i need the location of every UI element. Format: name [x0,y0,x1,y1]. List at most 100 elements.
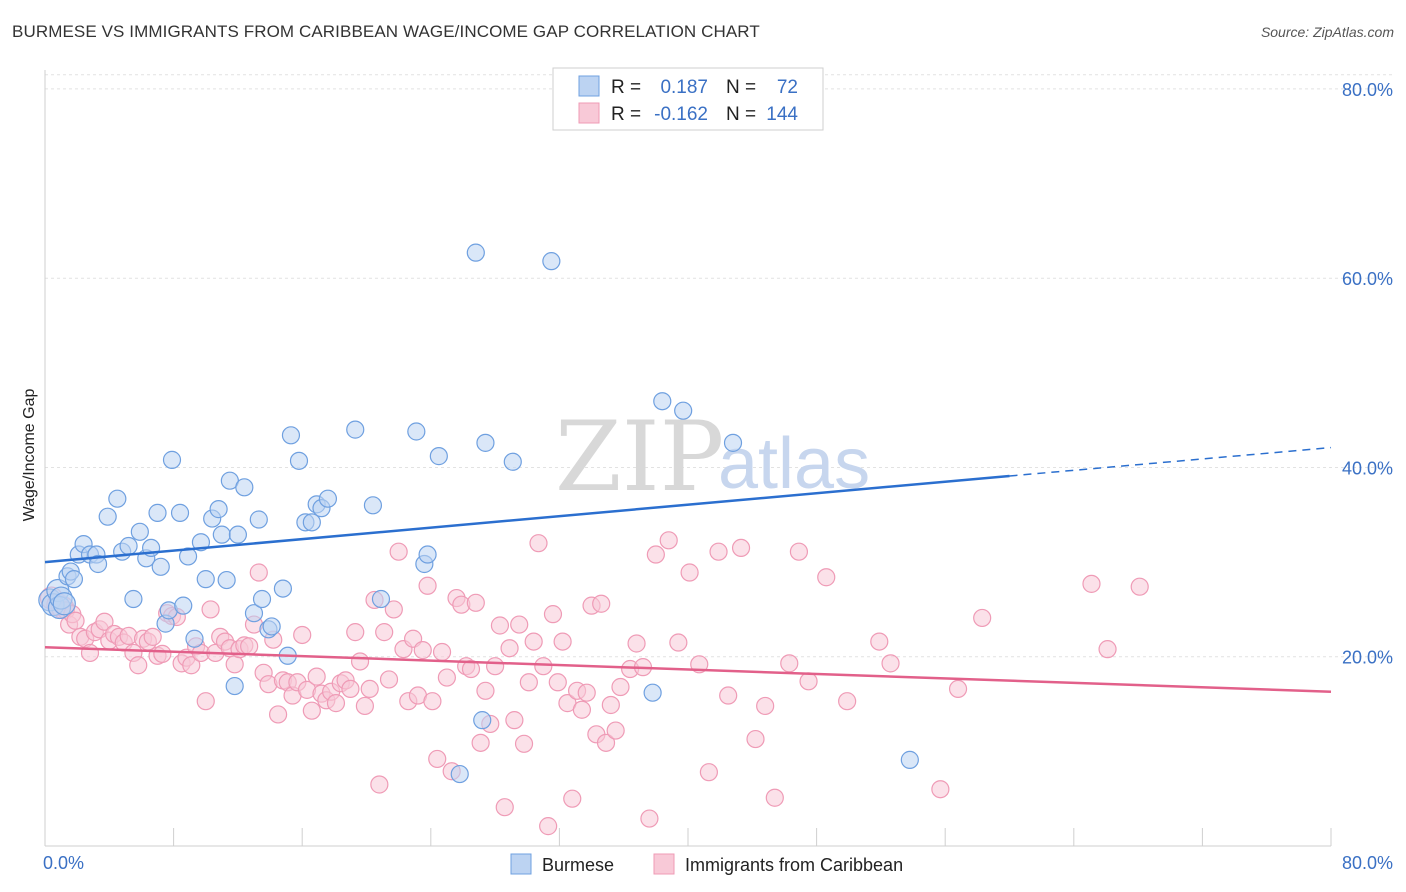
caribbean-point-48 [268,705,288,724]
y-axis-label: Wage/Income Gap [21,389,38,522]
burmese-point-18 [124,589,143,609]
caribbean-point-116 [596,733,616,752]
caribbean-point-121 [627,634,646,653]
caribbean-point-106 [548,673,567,692]
caribbean-point-145 [973,608,992,628]
caribbean-point-33 [196,692,215,711]
burmese-point-48 [281,426,301,445]
legend-n-label-1: N = [726,77,756,98]
burmese-point-70 [674,401,693,420]
caribbean-point-123 [640,809,659,828]
burmese-point-26 [162,450,182,469]
caribbean-point-97 [505,711,524,730]
burmese-point-32 [196,570,215,589]
burmese-point-41 [244,604,264,623]
legend-n-label-2: N = [726,104,756,125]
legend-r-value-2: -0.162 [654,104,708,125]
caribbean-point-139 [817,568,836,587]
caribbean-point-88 [461,659,481,679]
burmese-point-68 [643,683,662,702]
caribbean-point-132 [731,538,751,558]
caribbean-point-39 [225,655,244,674]
x-tick-label-min: 0.0% [43,853,84,873]
caribbean-point-111 [572,700,592,719]
caribbean-point-73 [389,542,408,561]
burmese-point-39 [228,525,247,544]
caribbean-point-67 [360,679,379,699]
legend-r-label-2: R = [611,104,641,125]
caribbean-point-42 [240,637,259,656]
burmese-point-45 [262,617,281,636]
watermark: ZIP atlas [555,401,870,513]
caribbean-point-72 [384,600,403,619]
caribbean-point-93 [486,657,505,676]
burmese-point-66 [503,452,522,471]
caribbean-point-129 [699,763,718,782]
burmese-trend-line [44,474,1010,564]
burmese-point-22 [148,503,167,522]
legend-r-value-1: 0.187 [660,77,708,98]
burmese-points-front [38,243,919,784]
caribbean-point-30 [182,656,201,675]
caribbean-point-117 [601,695,620,715]
caribbean-point-148 [1130,577,1149,596]
burmese-point-43 [252,589,272,609]
x-tick-label-max: 80.0% [1342,853,1393,873]
caribbean-point-66 [355,696,374,716]
caribbean-point-125 [659,531,678,550]
burmese-point-34 [209,500,228,519]
caribbean-point-81 [428,749,447,769]
caribbean-point-99 [514,734,534,753]
caribbean-point-112 [577,683,596,702]
caribbean-point-107 [553,632,572,651]
caribbean-point-124 [646,545,665,564]
caribbean-point-101 [524,632,543,651]
burmese-point-23 [151,557,170,576]
burmese-point-61 [429,447,448,466]
burmese-point-8 [64,570,84,589]
burmese-point-55 [346,420,365,439]
burmese-point-28 [174,596,193,615]
burmese-point-14 [98,507,117,526]
legend-r-label-1: R = [611,77,641,98]
legend-swatch-burmese [578,75,600,97]
burmese-point-40 [235,478,254,497]
caribbean-point-102 [529,534,548,553]
y-tick-label-60: 60.0% [1342,269,1393,289]
burmese-trend-extension [1009,446,1332,477]
caribbean-point-9 [80,643,100,663]
watermark-zip: ZIP [555,401,724,513]
caribbean-point-70 [375,623,394,642]
caribbean-point-12 [95,612,114,631]
caribbean-point-83 [437,668,456,687]
caribbean-point-90 [471,733,490,752]
y-tick-label-80: 80.0% [1342,80,1393,100]
axes [44,70,1332,847]
series-legend: Burmese Immigrants from Caribbean [510,853,903,875]
y-tick-label-20: 20.0% [1342,648,1393,668]
chart-title: BURMESE VS IMMIGRANTS FROM CARIBBEAN WAG… [12,22,760,41]
caribbean-point-137 [789,542,809,561]
source-label: Source: ZipAtlas.com [1260,24,1394,40]
caribbean-point-63 [341,679,360,699]
burmese-point-56 [363,496,383,515]
series-legend-label-burmese: Burmese [542,855,614,875]
legend-n-value-1: 72 [777,77,798,98]
trend-lines [44,446,1332,693]
caribbean-point-6 [66,611,85,630]
caribbean-point-55 [302,701,321,720]
caribbean-point-119 [611,677,630,697]
caribbean-point-103 [534,657,553,676]
burmese-point-19 [130,522,149,541]
grid-lines [45,74,1393,658]
legend-n-value-2: 144 [766,104,798,125]
caribbean-point-94 [490,616,510,635]
caribbean-point-144 [948,679,968,699]
caribbean-point-98 [510,615,529,634]
caribbean-point-78 [413,641,432,660]
caribbean-point-130 [709,542,728,561]
caribbean-point-71 [379,670,399,689]
caribbean-point-91 [476,681,495,700]
burmese-point-58 [407,422,426,441]
